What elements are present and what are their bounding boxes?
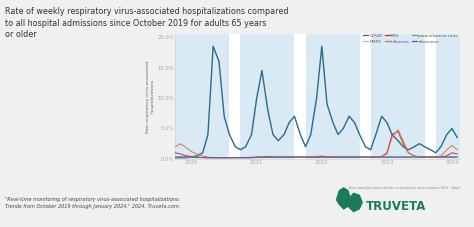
Text: TRUVETA: TRUVETA [366,200,427,213]
Y-axis label: Rate respiratory virus-associated
hospitalizations: Rate respiratory virus-associated hospit… [146,60,155,133]
Legend: COVID, HMPV, RSV, influenza, parainfluenza virus, rhinovirus: COVID, HMPV, RSV, influenza, parainfluen… [362,32,459,45]
Polygon shape [337,188,351,209]
Bar [371,34,425,159]
Bar [436,34,460,159]
Text: Rate of weekly respiratory virus-associated hospitalizations compared
to all hos: Rate of weekly respiratory virus-associa… [5,7,288,39]
Text: "Real-time monitoring of respiratory virus-associated hospitalizations:
Trends f: "Real-time monitoring of respiratory vir… [5,197,180,209]
Bar [175,34,229,159]
Bar [306,34,360,159]
Text: blue background indicate respiratory virus season (Oct - Sep): blue background indicate respiratory vir… [349,186,460,190]
Bar [240,34,294,159]
Polygon shape [345,193,362,212]
